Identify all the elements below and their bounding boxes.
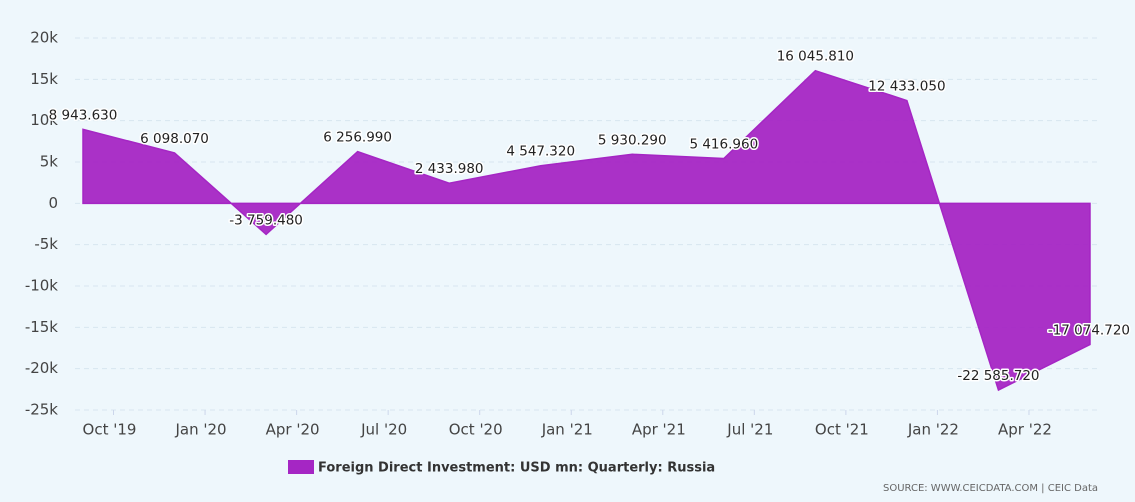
y-tick-label: -5k	[34, 235, 58, 253]
x-tick-label: Jan '20	[175, 421, 227, 439]
y-tick-label: -25k	[25, 401, 58, 419]
x-tick-label: Oct '19	[83, 421, 137, 439]
y-tick-label: 10k	[30, 111, 58, 129]
data-label: 12 433.050	[868, 79, 945, 95]
y-tick-label: -10k	[25, 277, 58, 295]
data-label: 5 930.290	[598, 132, 667, 148]
y-tick-label: 0	[48, 194, 58, 212]
y-tick-label: -20k	[25, 359, 58, 377]
x-tick-label: Apr '21	[632, 421, 686, 439]
y-tick-label: 15k	[30, 70, 58, 88]
data-label: 16 045.810	[777, 49, 854, 65]
data-label: -3 759.480	[229, 212, 303, 228]
data-label: 8 943.630	[49, 107, 118, 123]
x-tick-label: Jul '20	[360, 421, 407, 439]
y-tick-label: -15k	[25, 318, 58, 336]
x-tick-label: Apr '22	[998, 421, 1052, 439]
y-tick-label: 5k	[40, 153, 59, 171]
legend-label: Foreign Direct Investment: USD mn: Quart…	[318, 461, 715, 476]
source: SOURCE: WWW.CEICDATA.COM | CEIC Data	[883, 483, 1098, 494]
x-tick-label: Oct '21	[815, 421, 869, 439]
data-label: 2 433.980	[415, 161, 484, 177]
x-tick-label: Jan '21	[541, 421, 593, 439]
data-label: 5 416.960	[689, 137, 758, 153]
x-tick-label: Apr '20	[266, 421, 320, 439]
data-label: 6 098.070	[140, 131, 209, 147]
legend-swatch	[288, 460, 314, 474]
x-tick-label: Oct '20	[449, 421, 503, 439]
data-label: 4 547.320	[506, 144, 575, 160]
data-label: -17 074.720	[1048, 322, 1130, 338]
data-label: 6 256.990	[323, 130, 392, 146]
y-tick-label: 20k	[30, 29, 58, 47]
data-label: -22 585.720	[957, 368, 1039, 384]
area	[82, 69, 1091, 392]
x-tick-label: Jul '21	[726, 421, 773, 439]
x-tick-label: Jan '22	[907, 421, 959, 439]
